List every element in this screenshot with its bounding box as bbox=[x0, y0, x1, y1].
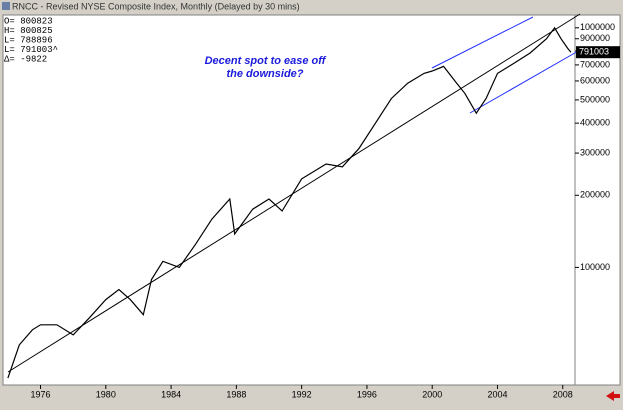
x-tick-label: 1992 bbox=[292, 389, 312, 399]
price-tag: 791003 bbox=[579, 47, 609, 57]
info-line: Δ= -9822 bbox=[4, 54, 47, 64]
y-tick-label: 500000 bbox=[580, 94, 610, 104]
x-tick-label: 1984 bbox=[161, 389, 181, 399]
info-line: L= 788896 bbox=[4, 35, 53, 45]
window-icon bbox=[2, 2, 10, 10]
scroll-arrow[interactable] bbox=[606, 391, 620, 401]
channel-upper bbox=[431, 16, 534, 69]
y-tick-label: 900000 bbox=[580, 33, 610, 43]
y-tick-label: 600000 bbox=[580, 75, 610, 85]
channel-lower bbox=[469, 49, 581, 114]
price-tag-bg bbox=[576, 46, 620, 59]
info-line: L= 791003^ bbox=[4, 45, 58, 55]
x-tick-label: 1988 bbox=[226, 389, 246, 399]
x-tick-label: 2000 bbox=[422, 389, 442, 399]
y-tick-label: 1000000 bbox=[580, 22, 615, 32]
info-line: H= 800825 bbox=[4, 26, 53, 36]
y-tick-label: 100000 bbox=[580, 262, 610, 272]
y-tick-label: 200000 bbox=[580, 190, 610, 200]
x-tick-label: 1980 bbox=[96, 389, 116, 399]
y-tick-label: 700000 bbox=[580, 59, 610, 69]
annotation: Decent spot to ease off bbox=[205, 55, 327, 67]
x-tick-label: 1996 bbox=[357, 389, 377, 399]
x-tick-label: 2008 bbox=[553, 389, 573, 399]
plot-area bbox=[2, 14, 621, 386]
x-tick-label: 2004 bbox=[487, 389, 507, 399]
window-title: RNCC - Revised NYSE Composite Index, Mon… bbox=[12, 1, 300, 11]
info-line: O= 800823 bbox=[4, 16, 53, 26]
trend-line bbox=[7, 13, 581, 373]
x-tick-label: 1976 bbox=[31, 389, 51, 399]
annotation: the downside? bbox=[227, 68, 304, 80]
y-tick-label: 400000 bbox=[580, 118, 610, 128]
price-line bbox=[7, 26, 572, 379]
y-tick-label: 300000 bbox=[580, 147, 610, 157]
